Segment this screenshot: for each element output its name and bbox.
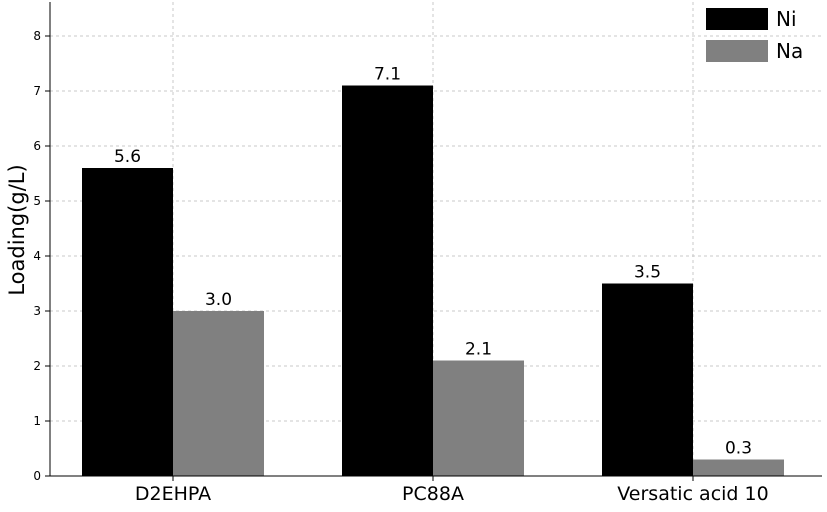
data-label: 7.1 xyxy=(374,65,401,85)
y-tick-label: 7 xyxy=(33,84,41,98)
x-tick-label: D2EHPA xyxy=(135,483,211,505)
y-tick-label: 3 xyxy=(33,304,41,318)
x-tick-label: Versatic acid 10 xyxy=(617,483,768,505)
bar-na xyxy=(693,459,784,476)
legend-swatch-ni xyxy=(706,8,768,30)
bar-ni xyxy=(342,85,433,476)
bar-ni xyxy=(82,168,173,476)
bar-na xyxy=(173,311,264,476)
data-label: 2.1 xyxy=(465,340,492,360)
data-label: 5.6 xyxy=(114,147,141,167)
data-labels: 5.6 7.1 3.5 3.0 2.1 0.3 xyxy=(114,65,752,459)
y-tick-label: 0 xyxy=(33,469,41,483)
y-tick-label: 1 xyxy=(33,414,41,428)
y-ticks: 0 1 2 3 4 5 6 7 8 xyxy=(33,29,50,483)
y-tick-label: 2 xyxy=(33,359,41,373)
data-label: 0.3 xyxy=(725,439,752,459)
y-tick-label: 5 xyxy=(33,194,41,208)
data-label: 3.5 xyxy=(634,263,661,283)
y-tick-label: 8 xyxy=(33,29,41,43)
data-label: 3.0 xyxy=(205,290,232,310)
bar-ni xyxy=(602,283,693,476)
bar-na xyxy=(433,360,524,476)
legend-swatch-na xyxy=(706,40,768,62)
y-axis-label: Loading(g/L) xyxy=(5,164,29,295)
y-tick-label: 4 xyxy=(33,249,41,263)
legend: Ni Na xyxy=(706,7,803,63)
x-tick-label: PC88A xyxy=(402,483,464,505)
y-tick-label: 6 xyxy=(33,139,41,153)
legend-label: Na xyxy=(776,39,803,63)
bars xyxy=(82,85,784,476)
legend-label: Ni xyxy=(776,7,797,31)
x-ticks: D2EHPA PC88A Versatic acid 10 xyxy=(135,476,769,505)
